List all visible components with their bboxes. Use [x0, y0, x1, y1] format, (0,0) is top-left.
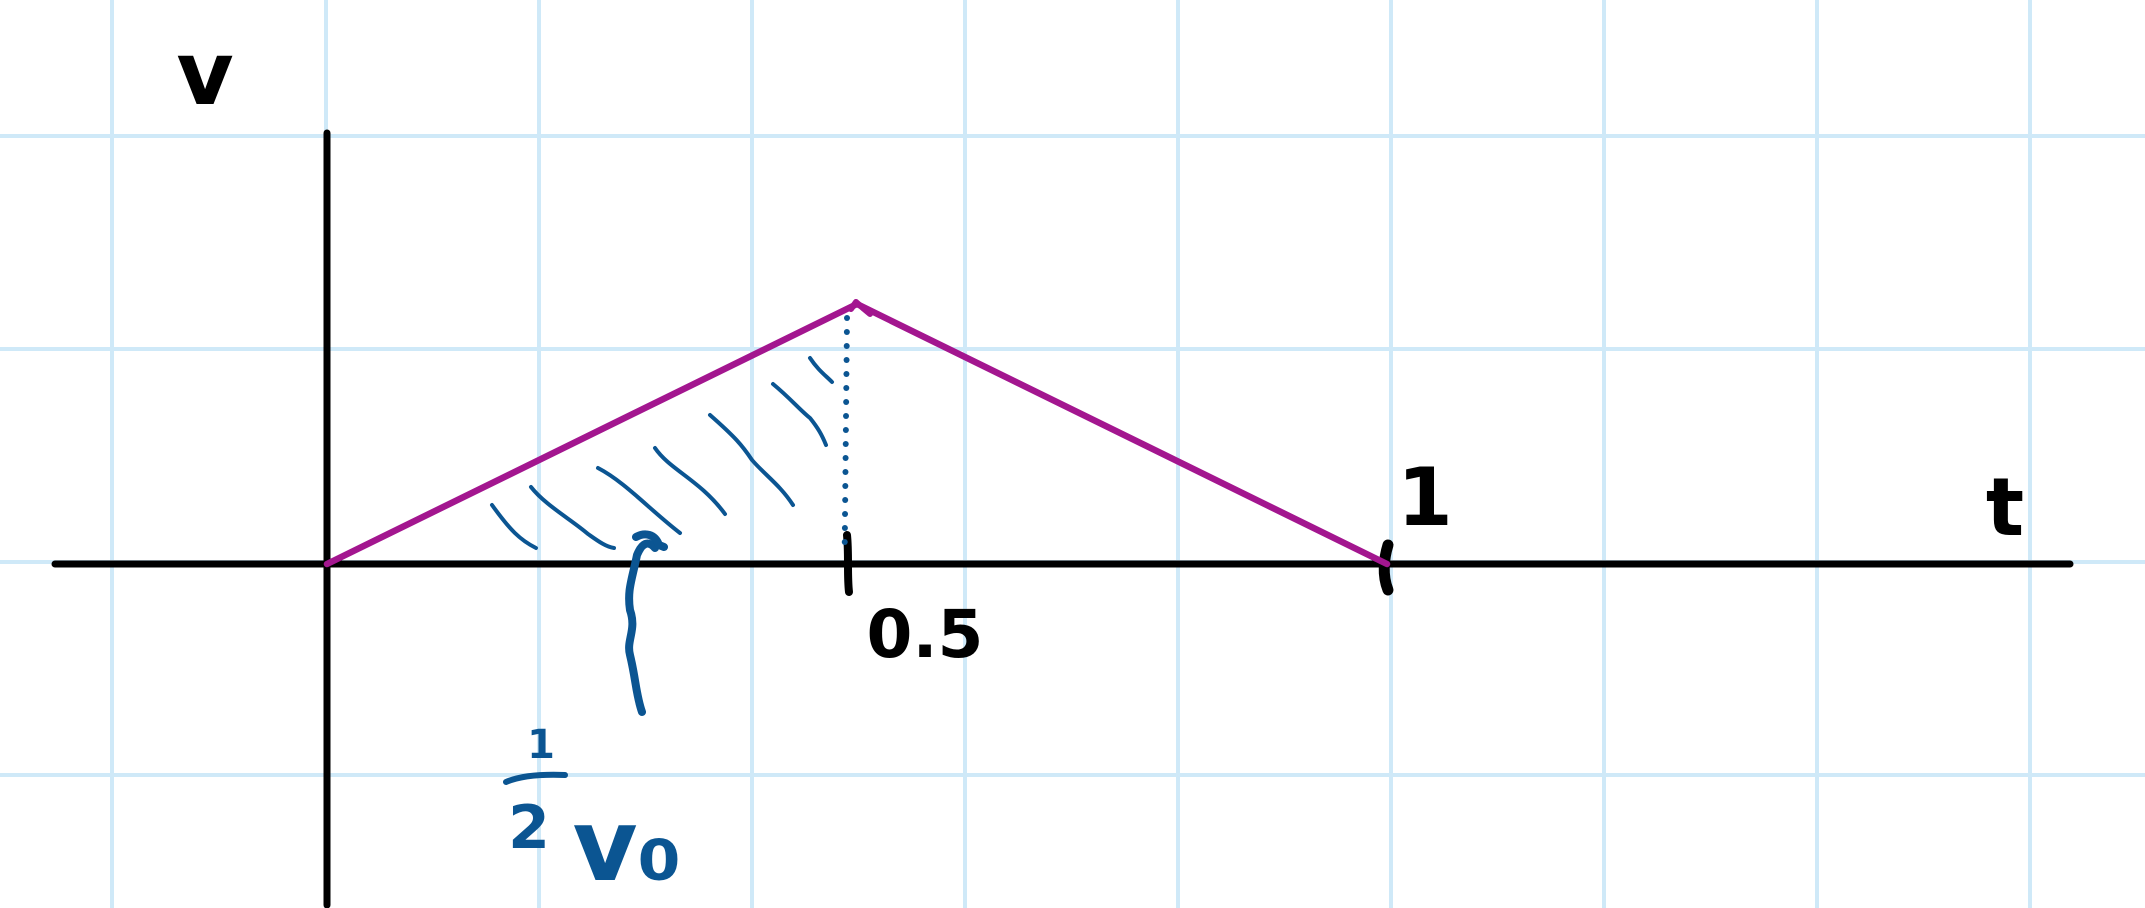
tick-mark-0-5 [843, 531, 853, 596]
v-axis-label: v [176, 22, 233, 125]
dotted-line-dot [842, 455, 849, 461]
dotted-line-dot [842, 497, 849, 503]
dotted-line-dot [841, 525, 848, 531]
dotted-line-dot [843, 385, 850, 391]
annotation-denominator: 2 [508, 793, 550, 863]
annotation-arrow [625, 530, 668, 716]
dotted-line-dot [843, 371, 850, 377]
dotted-line-dot [843, 413, 850, 419]
axes [51, 129, 2074, 908]
fraction-bar [503, 771, 568, 785]
t-axis-label: t [1986, 461, 2024, 554]
dotted-line-dot [842, 469, 849, 475]
tick-mark-1 [1378, 539, 1394, 596]
dotted-line-dot [842, 483, 849, 489]
dotted-line-dot [842, 441, 849, 447]
dotted-line-dot [843, 329, 850, 335]
dotted-line-dot [843, 343, 850, 349]
velocity-curve [323, 300, 1391, 568]
dotted-line-dot [841, 539, 848, 545]
dotted-line-dot [843, 399, 850, 405]
tick-label-0-5: 0.5 [867, 596, 984, 673]
dotted-line-dot [844, 315, 850, 321]
annotation-numerator: 1 [527, 722, 555, 768]
dotted-line-dot [842, 511, 849, 517]
dotted-line-at-peak [841, 315, 850, 545]
dotted-line-dot [843, 357, 850, 363]
annotation-expression: v₀ [573, 787, 682, 904]
tick-label-1: 1 [1397, 451, 1453, 544]
peak-kink [848, 299, 873, 317]
dotted-line-dot [842, 427, 849, 433]
area-hatching [490, 356, 834, 550]
